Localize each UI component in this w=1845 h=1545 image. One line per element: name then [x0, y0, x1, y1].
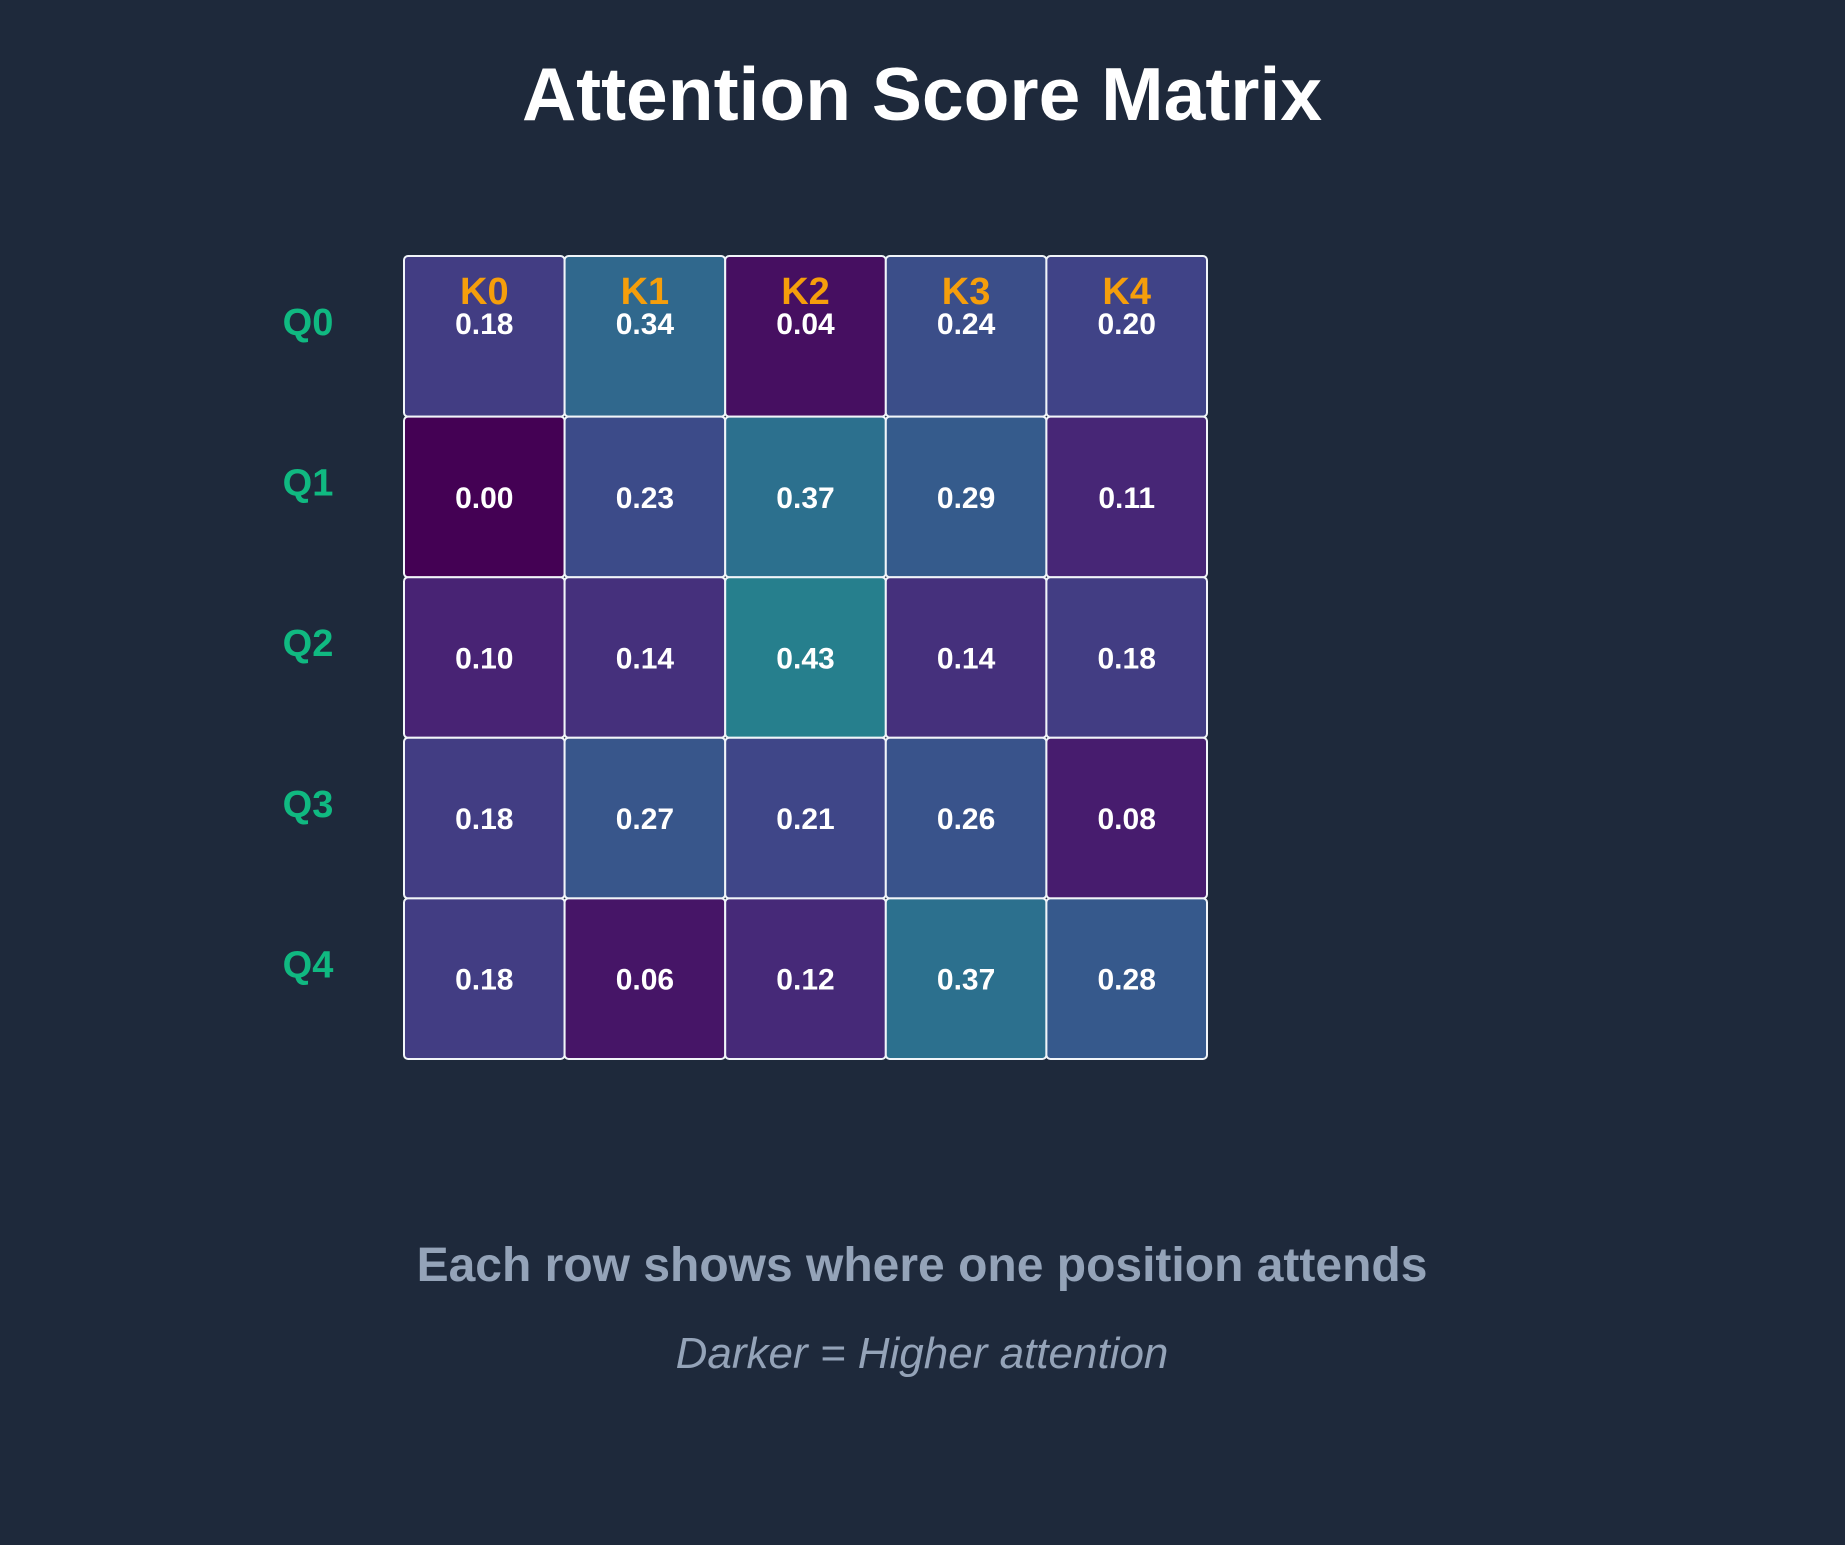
chart-caption: Darker = Higher attention — [676, 1329, 1169, 1378]
key-label-k3: K3 — [942, 271, 991, 313]
cell-value-q3-k0: 0.18 — [455, 803, 513, 836]
cell-value-q3-k4: 0.08 — [1098, 803, 1156, 836]
chart-subtitle: Each row shows where one position attend… — [417, 1239, 1428, 1292]
cell-value-q0-k1: 0.34 — [616, 308, 675, 341]
cell-value-q1-k2: 0.37 — [776, 482, 834, 515]
cell-value-q1-k1: 0.23 — [616, 482, 674, 515]
cell-value-q2-k4: 0.18 — [1098, 643, 1156, 676]
cell-value-q0-k4: 0.20 — [1098, 308, 1156, 341]
cell-value-q4-k2: 0.12 — [776, 964, 834, 997]
query-label-q1: Q1 — [283, 463, 334, 505]
query-label-q3: Q3 — [283, 784, 334, 826]
heatmap-cells: 0.18 0.34 0.04 0.24 0.20 0.00 0.23 0.37 0.29 0.11… — [403, 255, 1209, 1061]
cell-value-q1-k4: 0.11 — [1098, 482, 1155, 515]
cell-value-q1-k3: 0.29 — [937, 482, 995, 515]
cell-value-q0-k0: 0.18 — [455, 308, 513, 341]
cell-value-q2-k3: 0.14 — [937, 643, 996, 676]
cell-value-q4-k4: 0.28 — [1098, 964, 1156, 997]
key-label-k1: K1 — [621, 271, 670, 313]
cell-value-q3-k1: 0.27 — [616, 803, 674, 836]
key-label-k4: K4 — [1102, 271, 1151, 313]
heatmap-cell-q4-k4 — [1045, 897, 1209, 1061]
cell-value-q4-k3: 0.37 — [937, 964, 995, 997]
cell-value-q0-k3: 0.24 — [937, 308, 996, 341]
cell-value-q3-k2: 0.21 — [776, 803, 834, 836]
cell-value-q2-k0: 0.10 — [455, 643, 513, 676]
cell-value-q0-k2: 0.04 — [776, 308, 835, 341]
cell-value-q2-k1: 0.14 — [616, 643, 675, 676]
query-labels: Q0 Q1 Q2 Q3 Q4 — [283, 302, 334, 986]
query-label-q2: Q2 — [283, 623, 334, 665]
query-label-q4: Q4 — [283, 944, 334, 986]
cell-value-q2-k2: 0.43 — [776, 643, 834, 676]
key-labels: K0 K1 K2 K3 K4 — [460, 271, 1151, 313]
cell-value-q1-k0: 0.00 — [455, 482, 513, 515]
query-label-q0: Q0 — [283, 302, 334, 344]
key-label-k2: K2 — [781, 271, 830, 313]
cell-value-q4-k0: 0.18 — [455, 964, 513, 997]
cell-value-q4-k1: 0.06 — [616, 964, 674, 997]
chart-title: Attention Score Matrix — [522, 52, 1322, 136]
key-label-k0: K0 — [460, 271, 509, 313]
cell-value-q3-k3: 0.26 — [937, 803, 995, 836]
